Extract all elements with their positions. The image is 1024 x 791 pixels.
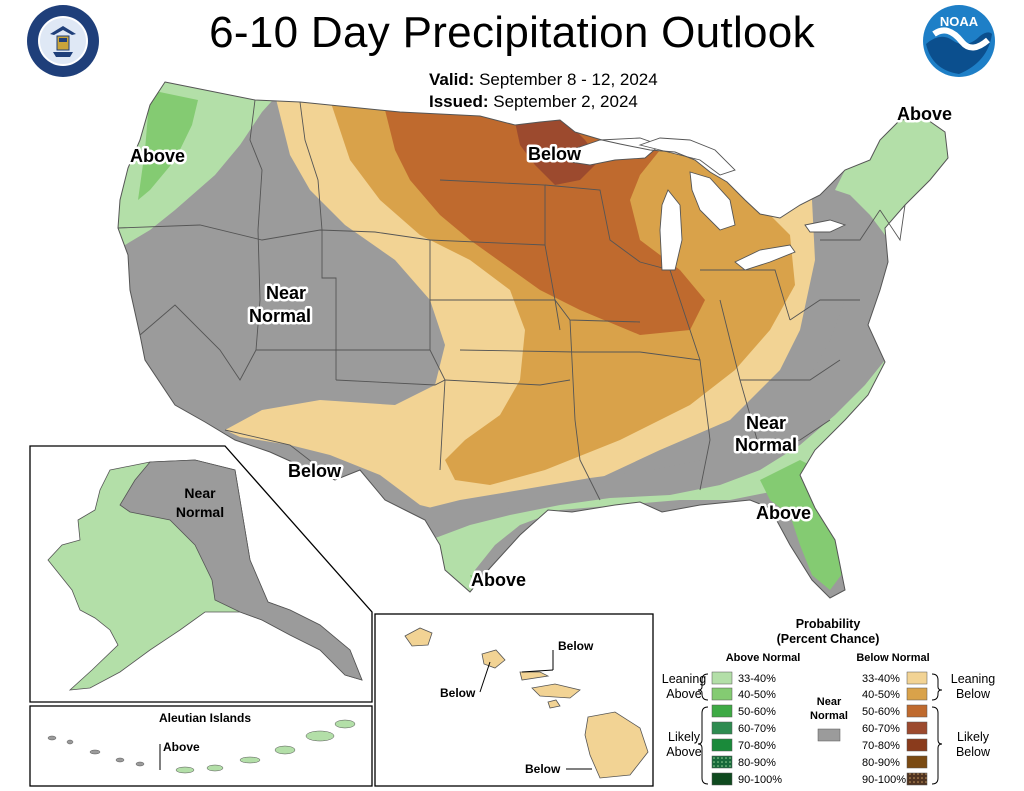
- lake-ontario: [804, 219, 847, 233]
- legend-above-range-4: 60-70%: [738, 723, 776, 735]
- legend-below-range-7: 90-100%: [862, 774, 906, 786]
- legend-swatch-below-40-50: [906, 687, 928, 701]
- legend-leaning-above-2: Above: [666, 687, 701, 701]
- legend-below-range-3: 50-60%: [862, 706, 900, 718]
- lake-superior: [564, 137, 661, 166]
- legend-leaning-below-1: Leaning: [951, 672, 996, 686]
- label-below-north: Below: [528, 144, 582, 164]
- page-title: 6-10 Day Precipitation Outlook: [209, 8, 815, 57]
- label-near-normal-west-1: Near: [266, 283, 306, 303]
- alaska-map: [47, 459, 363, 691]
- legend-swatch-near-normal: [817, 728, 841, 742]
- legend-swatch-above-90-100: [711, 772, 733, 786]
- legend-above-range-3: 50-60%: [738, 706, 776, 718]
- hawaii-islands: [404, 627, 649, 779]
- label-above-texas: Above: [471, 570, 526, 590]
- label-near-normal-southeast-2: Normal: [735, 435, 797, 455]
- legend-likely-above-2: Above: [666, 745, 701, 759]
- legend-swatch-above-40-50: [711, 687, 733, 701]
- conus-zones: [118, 82, 948, 598]
- legend-swatch-above-50-60: [711, 704, 733, 718]
- label-hawaii-below-1: Below: [558, 639, 594, 653]
- label-above-northeast: Above: [897, 104, 952, 124]
- aleutian-inset-frame: [29, 705, 373, 787]
- great-lakes: [564, 137, 847, 271]
- legend-below-header: Below Normal: [856, 652, 929, 664]
- valid-line: Valid: September 8 - 12, 2024: [429, 70, 658, 90]
- legend-near-normal-2: Normal: [810, 710, 848, 722]
- label-aleutian-above: Above: [163, 740, 200, 754]
- legend-swatch-below-70-80: [906, 738, 928, 752]
- issued-label: Issued:: [429, 92, 489, 111]
- legend-swatch-above-70-80: [711, 738, 733, 752]
- legend-below-range-2: 40-50%: [862, 689, 900, 701]
- department-of-commerce-seal-icon: [27, 5, 99, 77]
- valid-label: Valid:: [429, 70, 475, 89]
- label-hawaii-below-3: Below: [525, 762, 561, 776]
- noaa-logo-icon: NOAA: [923, 5, 995, 77]
- legend-swatch-above-33-40: [711, 671, 733, 685]
- below-60-70: [515, 120, 600, 185]
- legend-above-range-2: 40-50%: [738, 689, 776, 701]
- legend-swatch-above-80-90: [711, 755, 733, 769]
- legend-leaning-above-1: Leaning: [662, 672, 707, 686]
- aleutian-title: Aleutian Islands: [159, 711, 251, 725]
- conus-outline: [117, 81, 949, 599]
- label-above-northwest: Above: [130, 146, 185, 166]
- legend-above-range-5: 70-80%: [738, 740, 776, 752]
- legend-swatch-below-50-60: [906, 704, 928, 718]
- label-hawaii-below-2: Below: [440, 686, 476, 700]
- above-northwest-40-50: [138, 90, 198, 200]
- near-normal-southeast: [420, 270, 900, 545]
- issued-value: September 2, 2024: [493, 92, 638, 111]
- legend-likely-below-2: Below: [956, 745, 991, 759]
- label-above-southeast: Above: [756, 503, 811, 523]
- noaa-logo-text: NOAA: [940, 14, 979, 29]
- label-near-normal-southeast-1: Near: [746, 413, 786, 433]
- label-alaska-near-normal-2: Normal: [176, 504, 224, 520]
- legend-above-range-1: 33-40%: [738, 673, 776, 685]
- lake-huron: [689, 171, 736, 231]
- legend-title-1: Probability: [796, 617, 861, 631]
- lake-erie: [734, 244, 796, 271]
- legend-swatch-below-80-90: [906, 755, 928, 769]
- legend-swatch-below-90-100: [906, 772, 928, 786]
- legend-above-range-7: 90-100%: [738, 774, 782, 786]
- legend-above-header: Above Normal: [726, 652, 801, 664]
- valid-value: September 8 - 12, 2024: [479, 70, 658, 89]
- legend-swatch-below-33-40: [906, 671, 928, 685]
- legend-above-range-6: 80-90%: [738, 757, 776, 769]
- label-below-southwest: Below: [288, 461, 342, 481]
- legend: Probability (Percent Chance) Above Norma…: [662, 617, 996, 786]
- legend-swatch-above-60-70: [711, 721, 733, 735]
- legend-near-normal-1: Near: [817, 696, 842, 708]
- legend-below-range-6: 80-90%: [862, 757, 900, 769]
- legend-likely-above-1: Likely: [668, 730, 701, 744]
- legend-below-range-5: 70-80%: [862, 740, 900, 752]
- label-alaska-near-normal-1: Near: [184, 485, 216, 501]
- legend-swatch-below-60-70: [906, 721, 928, 735]
- legend-below-range-1: 33-40%: [862, 673, 900, 685]
- state-boundaries: [117, 99, 906, 501]
- legend-leaning-below-2: Below: [956, 687, 991, 701]
- above-northeast-33-40: [835, 112, 948, 240]
- legend-likely-below-1: Likely: [957, 730, 990, 744]
- aleutian-islands: [47, 735, 145, 767]
- issued-line: Issued: September 2, 2024: [429, 92, 638, 112]
- label-near-normal-west-2: Normal: [249, 306, 311, 326]
- legend-below-range-4: 60-70%: [862, 723, 900, 735]
- lake-michigan: [659, 189, 683, 271]
- legend-title-2: (Percent Chance): [777, 632, 880, 646]
